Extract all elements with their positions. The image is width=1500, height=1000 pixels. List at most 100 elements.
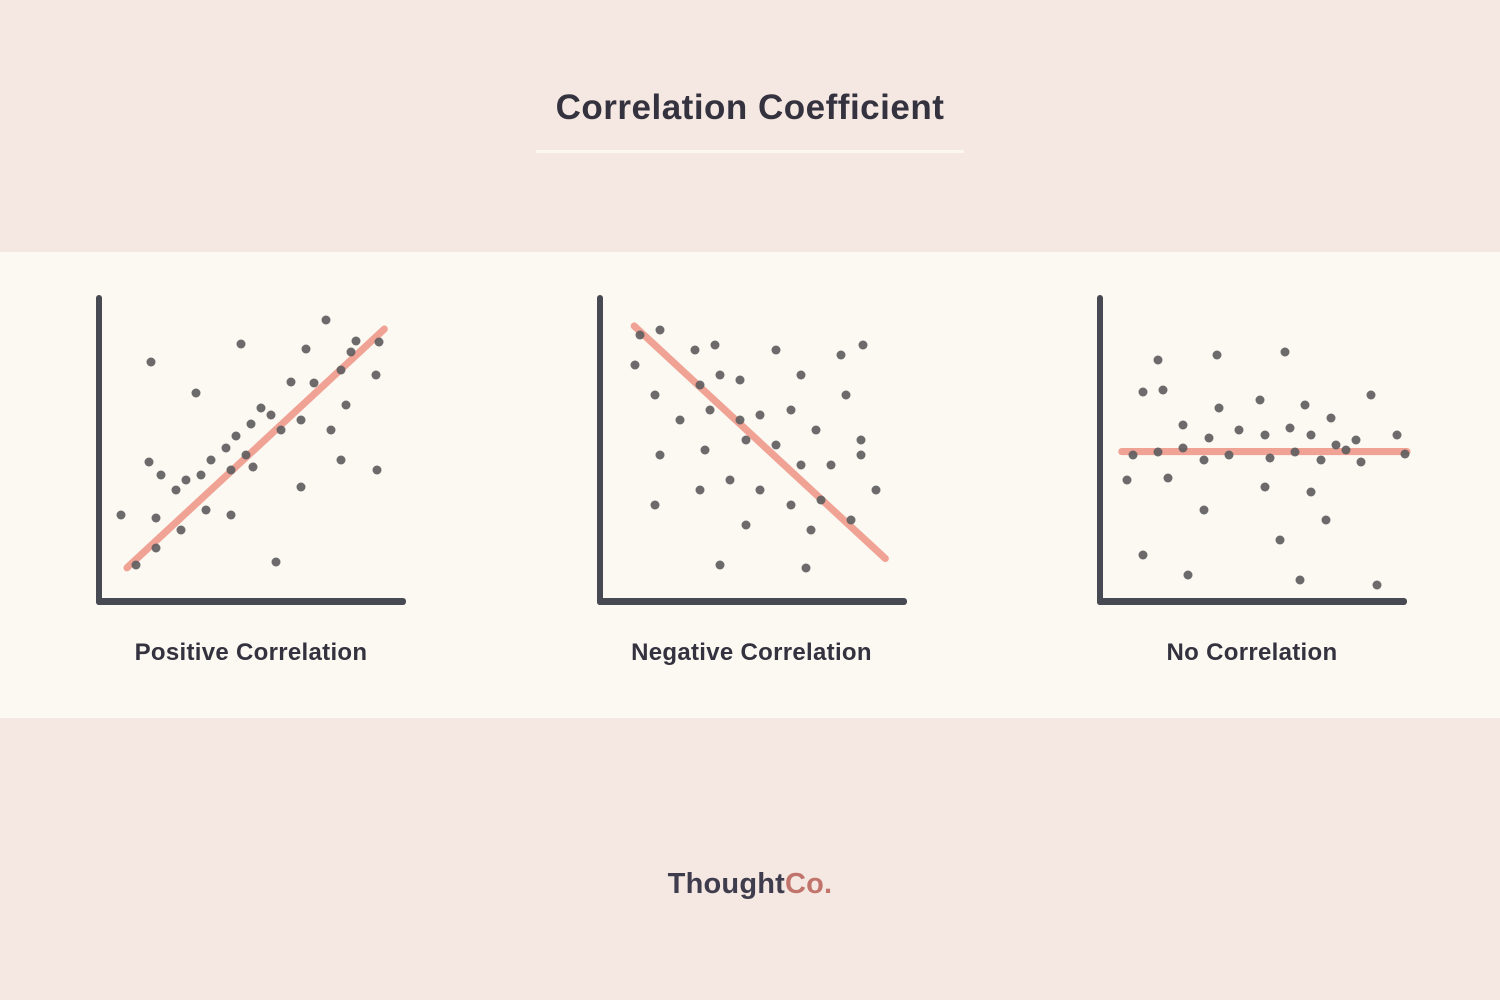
scatter-point: [858, 340, 868, 350]
scatter-point: [700, 445, 710, 455]
scatter-point: [650, 390, 660, 400]
scatter-point: [1158, 385, 1168, 395]
brand-logo-thought: Thought: [667, 868, 785, 900]
scatter-point: [336, 365, 346, 375]
chart-panel-positive-correlation: Positive Correlation: [95, 295, 407, 718]
scatter-point: [1300, 400, 1310, 410]
scatter-point: [1290, 447, 1300, 457]
scatter-point: [246, 419, 256, 429]
chart-panel-no-correlation: No Correlation: [1096, 295, 1411, 718]
scatter-point: [231, 431, 241, 441]
y-axis: [96, 295, 102, 605]
scatter-point: [116, 510, 126, 520]
scatter-point: [1326, 413, 1336, 423]
scatter-point: [796, 370, 806, 380]
scatter-point: [236, 339, 246, 349]
title-divider: [536, 150, 964, 153]
scatter-point: [1234, 425, 1244, 435]
scatter-plot-none: [1097, 295, 1411, 605]
scatter-point: [374, 337, 384, 347]
scatter-point: [695, 485, 705, 495]
scatter-point: [1178, 443, 1188, 453]
scatter-point: [196, 470, 206, 480]
scatter-point: [372, 465, 382, 475]
scatter-point: [1153, 355, 1163, 365]
scatter-point: [1163, 473, 1173, 483]
scatter-point: [811, 425, 821, 435]
scatter-point: [1372, 580, 1382, 590]
scatter-point: [755, 485, 765, 495]
scatter-point: [286, 377, 296, 387]
scatter-point: [836, 350, 846, 360]
scatter-point: [1224, 450, 1234, 460]
scatter-point: [786, 500, 796, 510]
scatter-point: [1306, 430, 1316, 440]
scatter-point: [690, 345, 700, 355]
page-title: Correlation Coefficient: [555, 88, 945, 127]
scatter-point: [635, 330, 645, 340]
scatter-point: [1204, 433, 1214, 443]
scatter-point: [715, 370, 725, 380]
scatter-point: [1128, 450, 1138, 460]
scatter-point: [301, 344, 311, 354]
scatter-point: [241, 450, 251, 460]
chart-panel-negative-correlation: Negative Correlation: [596, 295, 908, 718]
scatter-point: [1199, 505, 1209, 515]
scatter-point: [735, 415, 745, 425]
brand-logo-co: Co.: [785, 868, 833, 900]
scatter-point: [226, 510, 236, 520]
charts-row: Positive Correlation Negative Correlatio…: [0, 252, 1500, 718]
trend-line-flat: [1118, 447, 1411, 456]
scatter-point: [151, 513, 161, 523]
chart-label-positive: Positive Correlation: [134, 639, 368, 666]
chart-label-none: No Correlation: [1166, 639, 1338, 666]
scatter-plot-positive: [96, 295, 406, 605]
scatter-point: [1321, 515, 1331, 525]
scatter-point: [1178, 420, 1188, 430]
scatter-point: [695, 380, 705, 390]
scatter-point: [735, 375, 745, 385]
scatter-point: [1366, 390, 1376, 400]
scatter-point: [266, 410, 276, 420]
footer-band: ThoughtCo.: [0, 718, 1500, 1000]
scatter-point: [296, 415, 306, 425]
scatter-point: [650, 500, 660, 510]
scatter-point: [1280, 347, 1290, 357]
chart-label-negative: Negative Correlation: [631, 639, 872, 666]
scatter-point: [796, 460, 806, 470]
scatter-point: [351, 336, 361, 346]
scatter-point: [309, 378, 319, 388]
brand-logo: ThoughtCo.: [668, 868, 833, 901]
trend-line-negative: [630, 322, 889, 563]
scatter-point: [630, 360, 640, 370]
y-axis: [596, 295, 603, 605]
scatter-point: [1392, 430, 1402, 440]
y-axis: [1097, 295, 1103, 605]
scatter-point: [741, 520, 751, 530]
x-axis: [1097, 598, 1407, 605]
scatter-point: [171, 485, 181, 495]
scatter-point: [146, 357, 156, 367]
scatter-point: [371, 370, 381, 380]
scatter-point: [181, 475, 191, 485]
scatter-point: [326, 425, 336, 435]
scatter-point: [1260, 482, 1270, 492]
scatter-point: [151, 543, 161, 553]
scatter-point: [191, 388, 201, 398]
scatter-point: [1331, 440, 1341, 450]
scatter-point: [226, 465, 236, 475]
scatter-point: [321, 315, 331, 325]
scatter-point: [871, 485, 881, 495]
scatter-point: [296, 482, 306, 492]
scatter-point: [816, 495, 826, 505]
scatter-plot-negative: [596, 295, 907, 605]
scatter-point: [856, 435, 866, 445]
scatter-point: [1260, 430, 1270, 440]
scatter-point: [826, 460, 836, 470]
scatter-point: [725, 475, 735, 485]
scatter-point: [346, 347, 356, 357]
scatter-point: [1295, 575, 1305, 585]
scatter-point: [1341, 445, 1351, 455]
scatter-point: [341, 400, 351, 410]
scatter-point: [806, 525, 816, 535]
